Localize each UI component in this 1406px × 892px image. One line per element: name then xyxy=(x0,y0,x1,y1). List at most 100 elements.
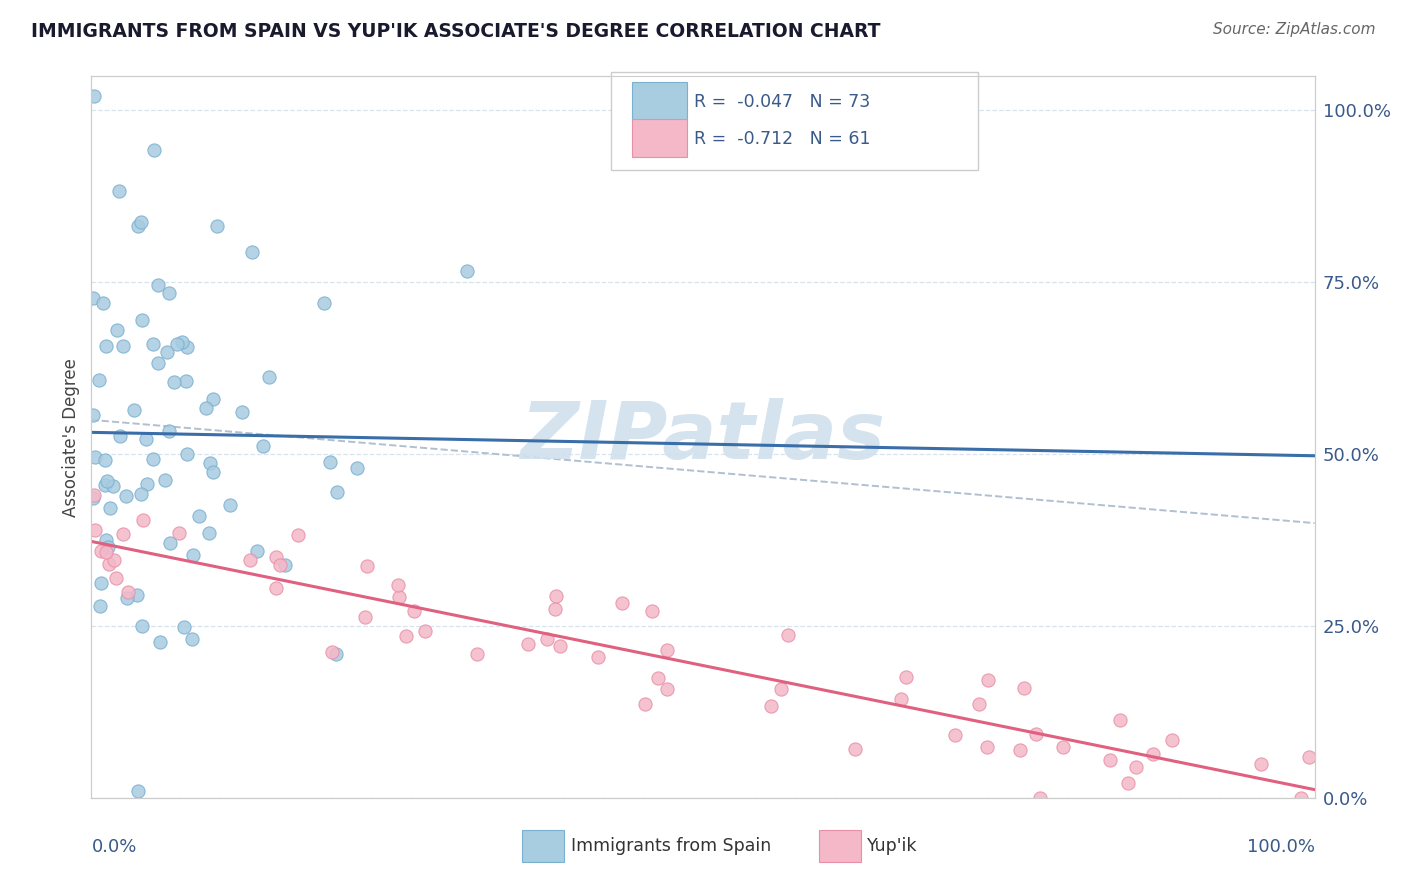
Point xyxy=(536,632,558,647)
Point xyxy=(153,473,176,487)
Point xyxy=(131,313,153,327)
Point xyxy=(1008,742,1031,756)
Point xyxy=(94,452,117,467)
Point xyxy=(202,392,225,407)
Point xyxy=(172,334,194,349)
Point xyxy=(132,513,155,527)
FancyBboxPatch shape xyxy=(820,830,860,862)
Text: 0.0%: 0.0% xyxy=(91,838,136,856)
Point xyxy=(96,533,118,548)
Point xyxy=(82,408,104,422)
Point xyxy=(977,673,1000,688)
Point xyxy=(1298,750,1320,764)
Point xyxy=(149,634,172,648)
Point xyxy=(90,576,112,591)
Point xyxy=(238,552,260,566)
Point xyxy=(136,477,159,491)
Point xyxy=(640,604,662,618)
Point xyxy=(1250,756,1272,771)
Point xyxy=(112,339,135,353)
Point xyxy=(94,478,117,492)
Point xyxy=(198,456,221,470)
Point xyxy=(104,571,127,585)
Point xyxy=(776,628,799,642)
Point xyxy=(346,461,368,475)
Text: Source: ZipAtlas.com: Source: ZipAtlas.com xyxy=(1212,22,1375,37)
Point xyxy=(219,499,242,513)
Point xyxy=(759,698,782,713)
Point xyxy=(1291,790,1313,805)
Point xyxy=(131,619,153,633)
Text: IMMIGRANTS FROM SPAIN VS YUP'IK ASSOCIATE'S DEGREE CORRELATION CHART: IMMIGRANTS FROM SPAIN VS YUP'IK ASSOCIAT… xyxy=(31,22,880,41)
Point xyxy=(655,642,678,657)
Point xyxy=(516,637,538,651)
Point xyxy=(176,446,198,460)
Point xyxy=(252,439,274,453)
Point xyxy=(181,632,204,646)
Text: Immigrants from Spain: Immigrants from Spain xyxy=(571,837,770,855)
Point xyxy=(82,491,104,505)
Point xyxy=(273,558,295,572)
Point xyxy=(115,490,138,504)
Point xyxy=(890,691,912,706)
Point xyxy=(122,403,145,417)
Point xyxy=(388,590,411,604)
Text: 100.0%: 100.0% xyxy=(1247,838,1315,856)
Point xyxy=(97,558,120,572)
Point xyxy=(96,545,118,559)
Point xyxy=(98,501,121,516)
Point xyxy=(1024,726,1046,740)
Point xyxy=(187,509,209,524)
Point xyxy=(174,374,197,388)
Point xyxy=(1109,713,1132,727)
Point xyxy=(96,474,118,488)
Point xyxy=(125,588,148,602)
Point xyxy=(976,740,998,755)
Point xyxy=(319,455,342,469)
Point xyxy=(91,295,114,310)
Point xyxy=(312,296,335,310)
Point xyxy=(465,647,488,661)
Point xyxy=(166,337,188,351)
Point xyxy=(246,544,269,558)
Point xyxy=(402,604,425,618)
Point xyxy=(146,278,169,293)
Point xyxy=(108,184,131,198)
Point xyxy=(127,219,149,234)
Point xyxy=(142,144,165,158)
Point xyxy=(548,640,571,654)
Point xyxy=(544,589,567,603)
Y-axis label: Associate's Degree: Associate's Degree xyxy=(62,358,80,516)
Point xyxy=(173,620,195,634)
Point xyxy=(240,245,263,260)
Point xyxy=(129,487,152,501)
Point xyxy=(456,263,478,277)
Point xyxy=(157,286,180,301)
Point xyxy=(325,484,347,499)
Point xyxy=(610,596,633,610)
Point xyxy=(544,602,567,616)
Point xyxy=(325,648,347,662)
Point xyxy=(266,581,288,595)
Point xyxy=(387,578,409,592)
Point xyxy=(117,585,139,599)
Point xyxy=(82,291,104,305)
Point xyxy=(1099,753,1122,767)
Point xyxy=(84,523,107,537)
Point xyxy=(634,697,657,711)
Point xyxy=(127,784,149,798)
Point xyxy=(647,671,669,685)
Text: Yup'ik: Yup'ik xyxy=(868,837,917,855)
Point xyxy=(146,356,169,370)
Point xyxy=(586,649,609,664)
Point xyxy=(111,527,134,541)
Point xyxy=(356,559,378,574)
FancyBboxPatch shape xyxy=(633,82,688,120)
Point xyxy=(413,624,436,638)
Point xyxy=(142,451,165,466)
Point xyxy=(1161,733,1184,747)
Point xyxy=(84,450,107,464)
Point xyxy=(321,645,343,659)
Text: ZIPatlas: ZIPatlas xyxy=(520,398,886,476)
Point xyxy=(269,558,291,573)
